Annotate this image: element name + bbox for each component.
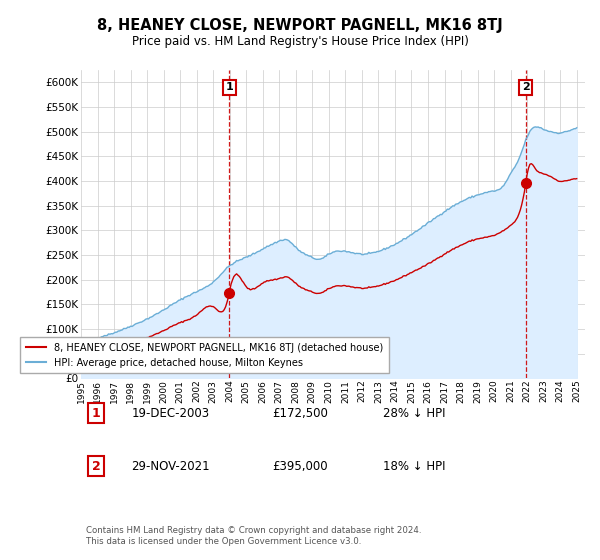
Text: Contains HM Land Registry data © Crown copyright and database right 2024.
This d: Contains HM Land Registry data © Crown c… — [86, 526, 422, 545]
Text: 8, HEANEY CLOSE, NEWPORT PAGNELL, MK16 8TJ: 8, HEANEY CLOSE, NEWPORT PAGNELL, MK16 8… — [97, 18, 503, 33]
Text: 19-DEC-2003: 19-DEC-2003 — [131, 407, 209, 420]
Text: £395,000: £395,000 — [272, 460, 328, 473]
Text: 18% ↓ HPI: 18% ↓ HPI — [383, 460, 446, 473]
Text: 29-NOV-2021: 29-NOV-2021 — [131, 460, 210, 473]
Legend: 8, HEANEY CLOSE, NEWPORT PAGNELL, MK16 8TJ (detached house), HPI: Average price,: 8, HEANEY CLOSE, NEWPORT PAGNELL, MK16 8… — [20, 337, 389, 374]
Text: 2: 2 — [522, 82, 530, 92]
Text: 1: 1 — [92, 407, 100, 420]
Text: 28% ↓ HPI: 28% ↓ HPI — [383, 407, 446, 420]
Text: £172,500: £172,500 — [272, 407, 328, 420]
Text: Price paid vs. HM Land Registry's House Price Index (HPI): Price paid vs. HM Land Registry's House … — [131, 35, 469, 48]
Text: 2: 2 — [92, 460, 100, 473]
Text: 1: 1 — [226, 82, 233, 92]
